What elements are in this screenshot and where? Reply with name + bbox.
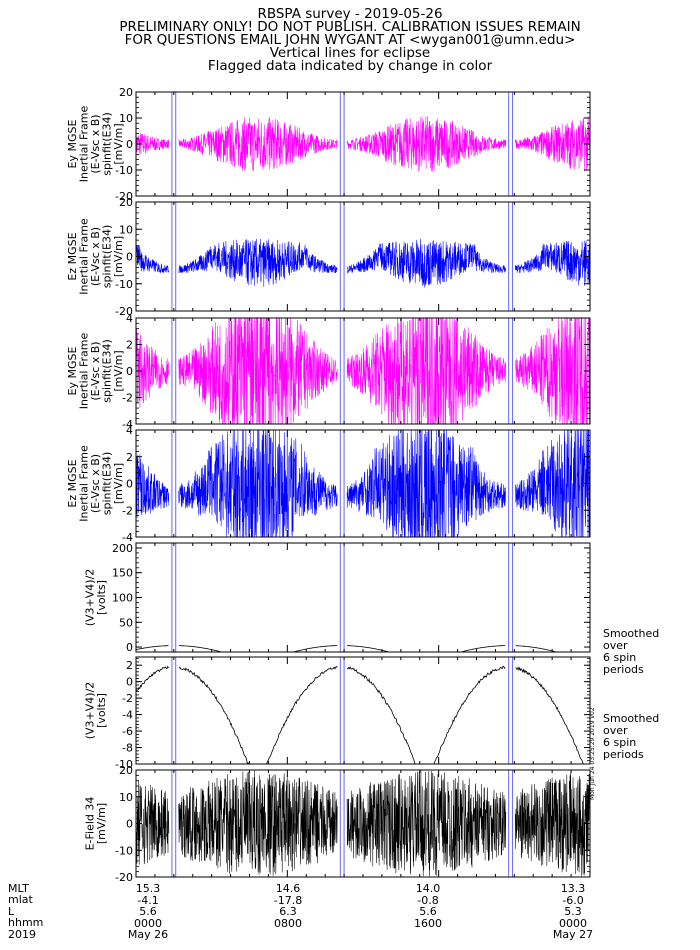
smoothing-note: Smoothed over 6 spin periods: [603, 627, 660, 676]
y-tick-label: 200: [112, 542, 133, 555]
y-tick-label: -2: [122, 692, 133, 705]
y-tick-label: 10: [119, 791, 133, 804]
y-axis-label: (V3+V4)/2[volts]: [83, 569, 108, 627]
y-axis-label-line: [volts]: [95, 693, 108, 728]
title-line: RBSPA survey - 2019-05-26: [257, 6, 443, 22]
y-tick-label: 0: [126, 818, 133, 831]
chart-title-block: RBSPA survey - 2019-05-26 PRELIMINARY ON…: [0, 6, 700, 74]
y-tick-label: -20: [115, 190, 133, 203]
series-line-ez4: [135, 429, 591, 538]
y-axis-label-line: Ez MGSE: [66, 459, 79, 507]
title-line: FOR QUESTIONS EMAIL JOHN WYGANT AT <wyga…: [124, 32, 576, 48]
footer-column-0: 15.3 -4.1 5.6 0000 May 26: [127, 882, 169, 941]
y-tick-label: 4: [126, 312, 133, 325]
y-tick-label: 150: [112, 567, 133, 580]
y-tick-label: -4: [122, 418, 133, 431]
title-line: PRELIMINARY ONLY! DO NOT PUBLISH. CALIBR…: [119, 19, 581, 35]
title-line: Flagged data indicated by change in colo…: [207, 58, 493, 74]
y-tick-label: 20: [119, 764, 133, 777]
y-axis-label-line: Ez MGSE: [66, 232, 79, 280]
y-axis-label: E-Field 34[mV/m]: [83, 797, 108, 851]
footer-label-hhmm: hhmm: [8, 916, 44, 929]
y-tick-label: 0: [126, 641, 133, 654]
y-axis-label-line: spinfit(E34): [101, 452, 114, 516]
panel-frame: [135, 656, 591, 765]
y-axis-label-line: spinfit(E34): [101, 339, 114, 403]
y-tick-label: 2: [126, 451, 133, 464]
series-line-ez20: [135, 238, 591, 288]
y-tick-label: -2: [122, 392, 133, 405]
y-axis-label-line: [mV/m]: [112, 350, 125, 391]
y-tick-label: -10: [115, 278, 133, 291]
y-tick-label: -4: [122, 709, 133, 722]
y-axis-label-line: Ey MGSE: [66, 346, 79, 395]
y-axis-label-line: [volts]: [95, 580, 108, 615]
generation-stamp: Mon Jun 24 03:25:29 2019 v02: [589, 707, 596, 800]
y-tick-label: -2: [122, 504, 133, 517]
panel-frame: [135, 542, 591, 653]
title-line: Vertical lines for eclipse: [269, 45, 431, 61]
y-tick-label: -20: [115, 871, 133, 884]
y-axis-label-line: (E-Vsc x B): [89, 454, 102, 513]
y-axis-label-line: spinfit(E34): [101, 225, 114, 289]
series-line-v2: [135, 665, 590, 765]
y-axis-label-line: (E-Vsc x B): [89, 341, 102, 400]
y-tick-label: -10: [115, 758, 133, 771]
y-axis-label-line: (E-Vsc x B): [89, 114, 102, 173]
y-tick-label: 0: [126, 138, 133, 151]
y-tick-label: -10: [115, 164, 133, 177]
panel-frame: [135, 201, 591, 312]
y-axis-label-line: spinfit(E34): [101, 112, 114, 176]
y-tick-label: -6: [122, 725, 133, 738]
y-axis-label-line: (V3+V4)/2: [83, 569, 96, 627]
y-tick-label: -20: [115, 305, 133, 318]
y-tick-label: 2: [126, 339, 133, 352]
y-axis-label-line: [mV/m]: [95, 803, 108, 844]
y-tick-label: 100: [112, 592, 133, 605]
smoothing-note: Smoothed over 6 spin periods: [603, 712, 660, 761]
y-axis-label-line: Inertial Frame: [78, 445, 91, 522]
footer-label-year: 2019: [8, 928, 36, 941]
y-axis-label-line: Ey MGSE: [66, 119, 79, 168]
y-axis-label-line: Inertial Frame: [78, 106, 91, 183]
footer-label-mlat: mlat: [8, 893, 33, 906]
footer-column-3: 13.3 -6.0 5.3 0000 May 27: [552, 882, 594, 941]
y-tick-label: 10: [119, 223, 133, 236]
footer-label-l: L: [8, 905, 15, 918]
y-tick-label: 0: [126, 251, 133, 264]
series-line-e34: [135, 770, 591, 877]
y-tick-label: 0: [126, 478, 133, 491]
y-tick-label: 50: [119, 616, 133, 629]
y-axis-label-line: (V3+V4)/2: [83, 682, 96, 740]
y-tick-label: -10: [115, 844, 133, 857]
y-axis-label-line: [mV/m]: [112, 123, 125, 164]
y-tick-label: 10: [119, 112, 133, 125]
y-axis-label: (V3+V4)/2[volts]: [83, 682, 108, 740]
y-tick-label: 2: [126, 659, 133, 672]
footer-column-2: 14.0 -0.8 5.6 1600: [414, 882, 442, 930]
series-line-ey20: [135, 116, 591, 173]
y-tick-label: -4: [122, 531, 133, 544]
footer-column-1: 14.6 -17.8 6.3 0800: [273, 882, 303, 930]
y-axis-label-line: E-Field 34: [83, 797, 96, 851]
y-axis-label-line: (E-Vsc x B): [89, 227, 102, 286]
y-tick-label: -8: [122, 742, 133, 755]
y-axis-label-line: Inertial Frame: [78, 333, 91, 410]
footer-label-mlt: MLT: [8, 882, 29, 895]
y-tick-label: 20: [119, 86, 133, 99]
series-line-ey4: [135, 317, 591, 425]
y-axis-label-line: [mV/m]: [112, 236, 125, 277]
y-tick-label: 20: [119, 196, 133, 209]
y-tick-label: 0: [126, 676, 133, 689]
y-tick-label: 4: [126, 424, 133, 437]
y-tick-label: 0: [126, 365, 133, 378]
y-axis-label-line: [mV/m]: [112, 463, 125, 504]
y-axis-label-line: Inertial Frame: [78, 218, 91, 295]
